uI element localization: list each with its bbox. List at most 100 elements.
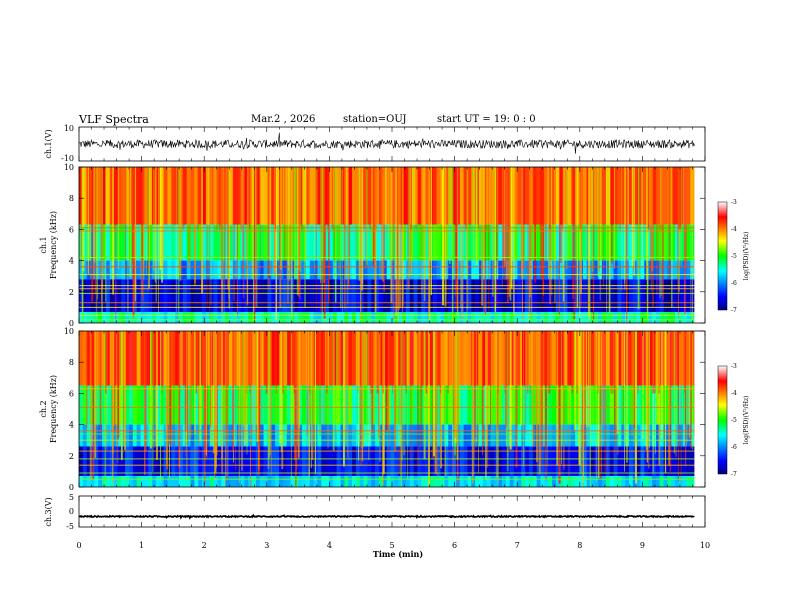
ch1-spec-band-cell bbox=[236, 167, 241, 225]
ch1-spec-band-cell bbox=[390, 224, 395, 261]
ch2-spec-band-cell bbox=[655, 476, 661, 487]
ch1-spec-band-cell bbox=[367, 260, 372, 280]
ch1-spec-band-cell bbox=[232, 260, 237, 280]
ch2-spec-band-cell bbox=[605, 446, 611, 477]
ch1-spec-band-cell bbox=[155, 224, 161, 261]
ch1-spec-band-cell bbox=[452, 312, 457, 323]
ch2-spec-band-cell bbox=[236, 446, 241, 477]
ch2-spec-band-cell bbox=[328, 476, 334, 487]
ch1-spec-sferic-streak bbox=[650, 167, 652, 282]
ch1-spec-band-cell bbox=[282, 279, 287, 313]
ch2-spec-band-cell bbox=[509, 331, 514, 386]
ch2-spec-band-cell bbox=[194, 476, 199, 487]
ch2-spec-sferic-streak bbox=[100, 331, 102, 443]
ch1-spec-band-cell bbox=[613, 224, 618, 261]
ch1-spec-sferic-streak bbox=[227, 167, 229, 290]
ch1-spec-tone-line bbox=[79, 227, 695, 229]
ch1-spec-band-cell bbox=[275, 167, 280, 225]
ch2-spec-band-cell bbox=[390, 385, 395, 425]
ch1-spec-sferic-streak bbox=[297, 167, 300, 271]
ch2-spec-band-cell bbox=[321, 476, 326, 487]
ch1-spec-sferic-streak bbox=[176, 167, 177, 313]
ch1-spec-sferic-streak bbox=[221, 167, 223, 313]
ch1-spec-band-cell bbox=[463, 312, 468, 323]
ch1-spec-band-cell bbox=[494, 312, 499, 323]
ch2-spec-band-cell bbox=[213, 476, 218, 487]
ch1-spec-band-cell bbox=[378, 279, 384, 313]
ch2-spec-sferic-streak bbox=[268, 331, 270, 458]
ch1-spec-band-cell bbox=[82, 279, 87, 313]
ch1-spec-band-cell bbox=[228, 312, 234, 323]
ch1-spec-sferic-streak bbox=[545, 167, 547, 263]
ch1-spec-band-cell bbox=[482, 312, 487, 323]
ch1-spec-sferic-streak bbox=[444, 167, 447, 307]
ch2-spec-band-cell bbox=[463, 446, 468, 477]
ch1-spec-sferic-streak bbox=[624, 167, 626, 290]
ch2-spec-band-cell bbox=[105, 446, 111, 477]
ch1-spec-band-cell bbox=[602, 279, 607, 313]
ch1-spec-band-cell bbox=[367, 312, 372, 323]
ch1-spec-band-cell bbox=[598, 167, 603, 225]
ch2-spec-band-cell bbox=[367, 476, 372, 487]
ch1-spec-band-cell bbox=[371, 279, 376, 313]
ch2-spec-band-cell bbox=[325, 446, 330, 477]
ch2-spec-sferic-streak bbox=[546, 331, 548, 467]
ch2-spec-band-cell bbox=[478, 476, 484, 487]
ch1-spec-band-cell bbox=[628, 224, 634, 261]
ch2-spec-band-cell bbox=[386, 446, 391, 477]
ch2-spec-band-cell bbox=[398, 385, 403, 425]
ch1-spec-band-cell bbox=[582, 312, 587, 323]
ch1-spec-band-cell bbox=[498, 224, 503, 261]
ch2-spec-band-cell bbox=[352, 446, 357, 477]
ch2-spec-band-cell bbox=[117, 446, 122, 477]
ch2-spec-strong-streak bbox=[684, 331, 686, 394]
ch2-spec-sferic-streak bbox=[358, 331, 360, 461]
ch1-spec-band-cell bbox=[271, 224, 276, 261]
ch1-spec-band-cell bbox=[567, 224, 572, 261]
x-tick-label: 7 bbox=[515, 541, 520, 550]
ch2-spec-sferic-streak bbox=[371, 331, 373, 438]
ch1-spec-band-cell bbox=[136, 167, 141, 225]
ch2-spec-band-cell bbox=[325, 424, 330, 447]
ch2-spec-sferic-streak bbox=[482, 331, 484, 440]
ch2-spec-band-cell bbox=[463, 331, 468, 386]
ch2-spec-band-cell bbox=[286, 331, 291, 386]
ch1-spec-band-cell bbox=[490, 224, 495, 261]
ch1-spec-band-cell bbox=[421, 312, 426, 323]
ch1-spec-band-cell bbox=[217, 279, 222, 313]
ch2-spec-sferic-streak bbox=[587, 331, 590, 427]
ch1-spec-tone-line bbox=[79, 288, 695, 290]
ch2-spec-strong-streak bbox=[249, 331, 251, 394]
ch2-spec-sferic-streak bbox=[243, 331, 245, 427]
ch2-spec-band-cell bbox=[275, 476, 280, 487]
ch2-spec-band-cell bbox=[205, 385, 211, 425]
ch1-spec-band-cell bbox=[582, 279, 587, 313]
ch1-spec-band-cell bbox=[313, 279, 318, 313]
ch1-spec-band-cell bbox=[105, 312, 111, 323]
ch2-spec-band-cell bbox=[102, 385, 107, 425]
ch2-spec-band-cell bbox=[144, 476, 149, 487]
ch2-spec-band-cell bbox=[463, 476, 468, 487]
ch1-spec-band-cell bbox=[467, 260, 472, 280]
ch1-spec-band-cell bbox=[386, 224, 391, 261]
ch2-spec-band-cell bbox=[436, 331, 441, 386]
ch2-spec-band-cell bbox=[332, 385, 337, 425]
ch1-spec-band-cell bbox=[632, 224, 637, 261]
ch2-spec-band-cell bbox=[675, 446, 680, 477]
ch2-spec-band-cell bbox=[113, 331, 118, 386]
ch1-spec-band-cell bbox=[352, 279, 357, 313]
ch2-spec-band-cell bbox=[105, 476, 111, 487]
ch2-spec-band-cell bbox=[525, 385, 530, 425]
ch2-spec-band-cell bbox=[259, 446, 264, 477]
ch1-spec-band-cell bbox=[536, 312, 541, 323]
ch2-spec-band-cell bbox=[521, 446, 526, 477]
ch1-spec-band-cell bbox=[613, 260, 618, 280]
ch1-spec-band-cell bbox=[194, 224, 199, 261]
ch1-spec-band-cell bbox=[390, 279, 395, 313]
ch2-spec-band-cell bbox=[632, 446, 637, 477]
ch1-spec-ytick-label: 0 bbox=[69, 319, 74, 328]
ch1-spec-sferic-streak bbox=[275, 167, 277, 321]
ch2-spec-sferic-streak bbox=[645, 331, 647, 451]
ch2-spec-band-cell bbox=[502, 424, 507, 447]
